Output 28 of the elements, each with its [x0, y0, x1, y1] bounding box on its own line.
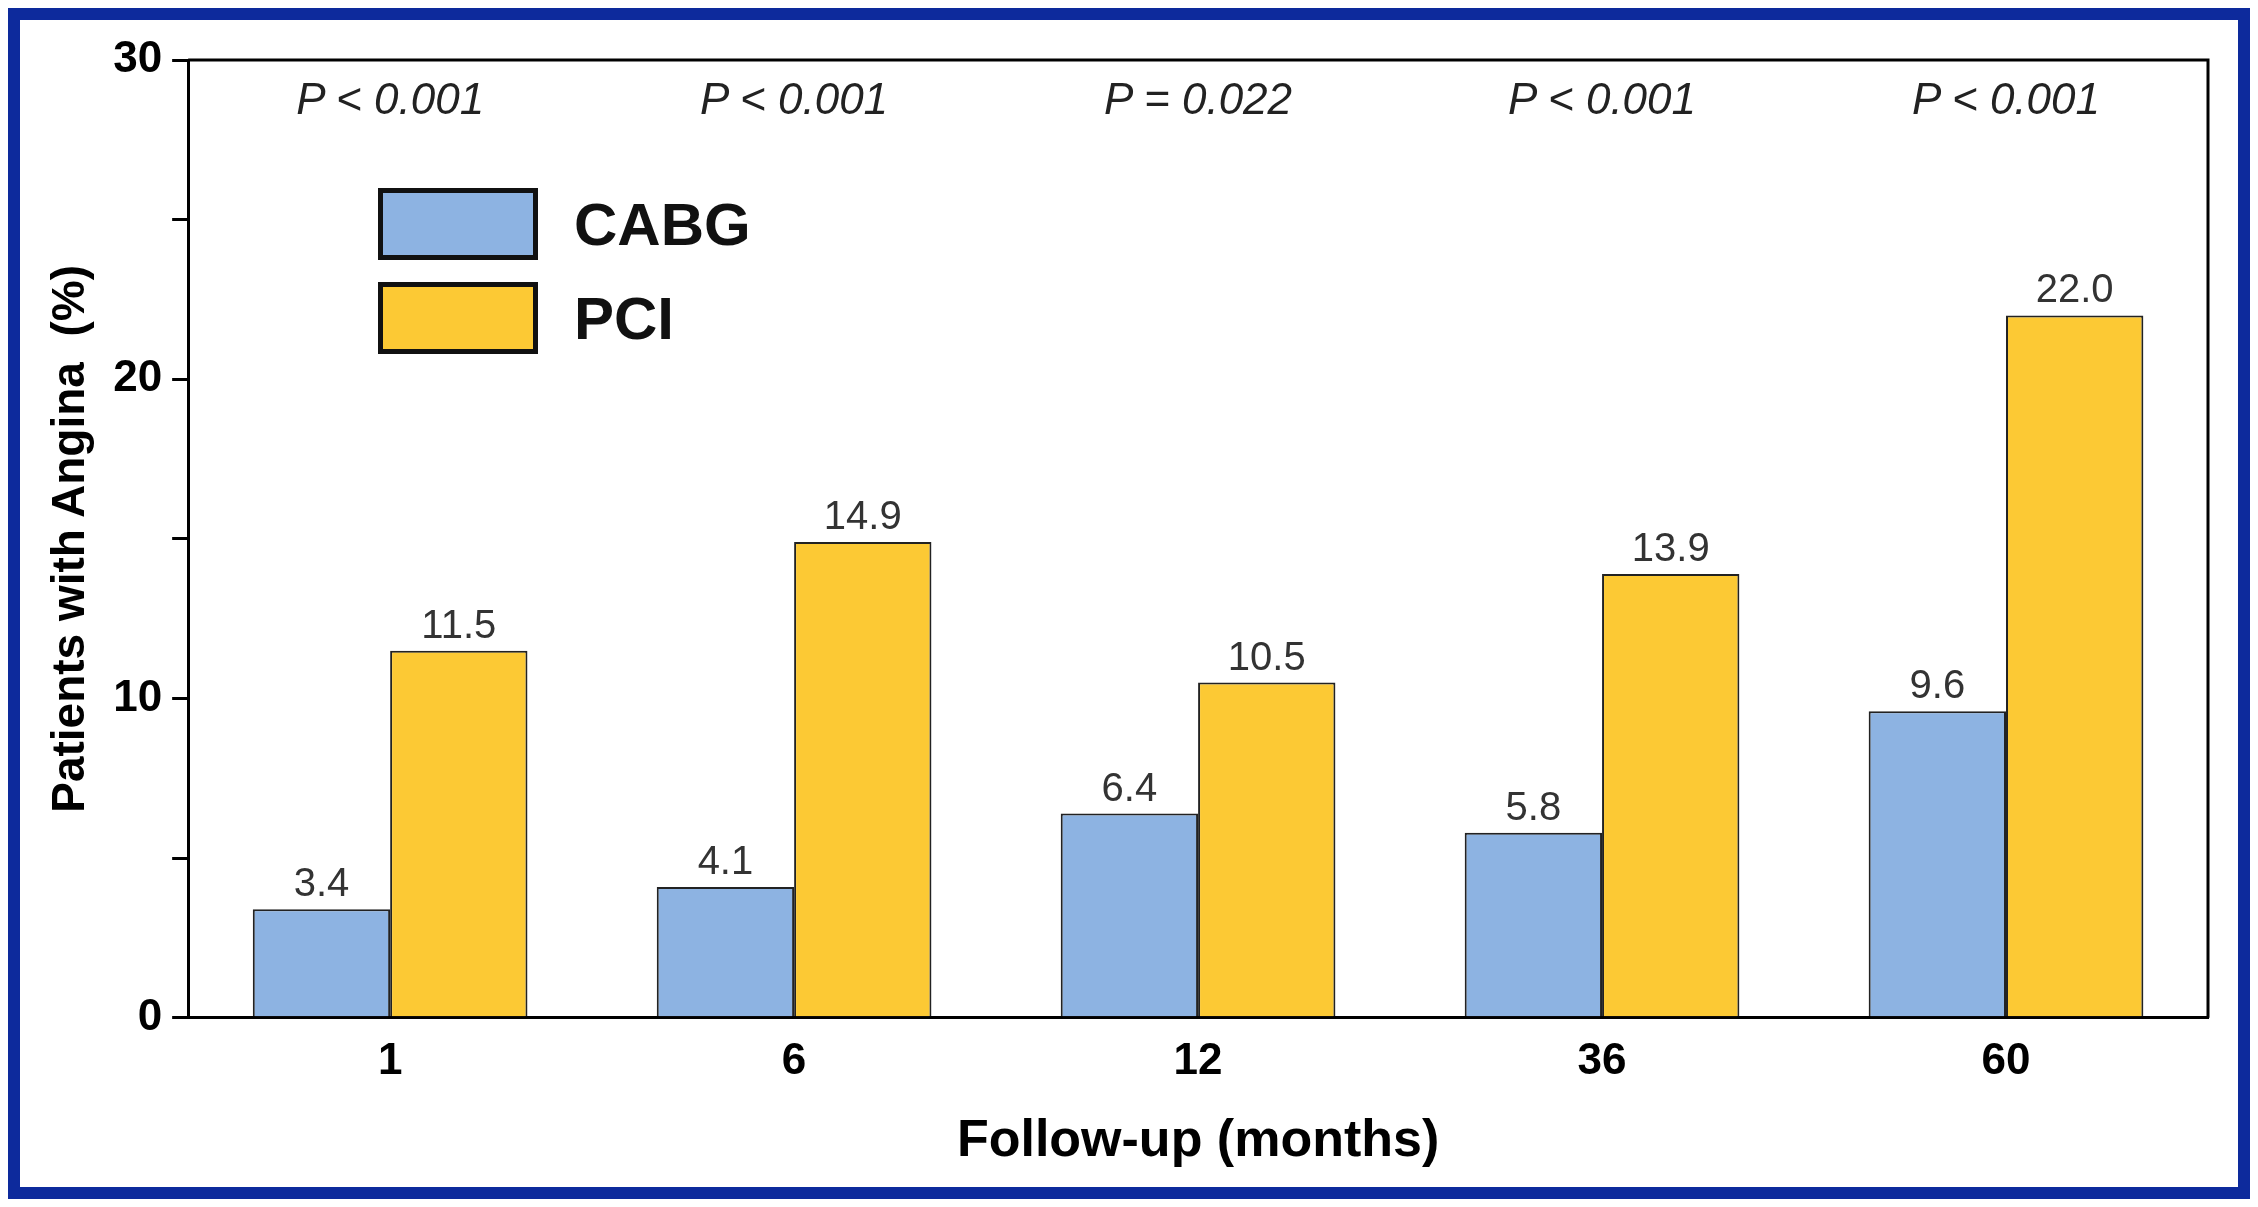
- x-axis-title: Follow-up (months): [956, 1109, 1440, 1168]
- x-tick-label: 36: [1577, 1034, 1627, 1084]
- annotation: P < 0.001: [1508, 74, 1697, 124]
- x-tick-label: 12: [1173, 1034, 1223, 1084]
- data-label: 6.4: [1101, 764, 1158, 809]
- legend-label: PCI: [574, 283, 675, 353]
- y-tick-label: 0: [137, 989, 163, 1039]
- y-tick-label: 20: [113, 351, 163, 401]
- annotation: P = 0.022: [1104, 74, 1293, 124]
- data-label: 5.8: [1505, 783, 1562, 828]
- annotation: P < 0.001: [1912, 74, 2100, 124]
- data-label: 4.1: [697, 837, 754, 882]
- y-tick-label: 10: [113, 670, 163, 720]
- x-tick-label: 60: [1981, 1034, 2031, 1084]
- x-tick-label: 1: [377, 1034, 403, 1084]
- y-axis-title: Patients with Angina (%): [42, 265, 95, 813]
- data-label: 3.4: [293, 860, 350, 905]
- data-label: 9.6: [1909, 662, 1966, 707]
- data-label: 14.9: [823, 493, 902, 538]
- data-label: 22.0: [2035, 266, 2114, 311]
- legend-label: CABG: [574, 189, 751, 259]
- data-label: 13.9: [1631, 525, 1710, 570]
- y-tick-label: 30: [113, 32, 163, 82]
- data-label: 11.5: [421, 601, 497, 646]
- x-tick-label: 6: [781, 1034, 807, 1084]
- data-label: 10.5: [1227, 633, 1306, 678]
- annotation: P < 0.001: [700, 74, 889, 124]
- annotation: P < 0.001: [296, 74, 485, 124]
